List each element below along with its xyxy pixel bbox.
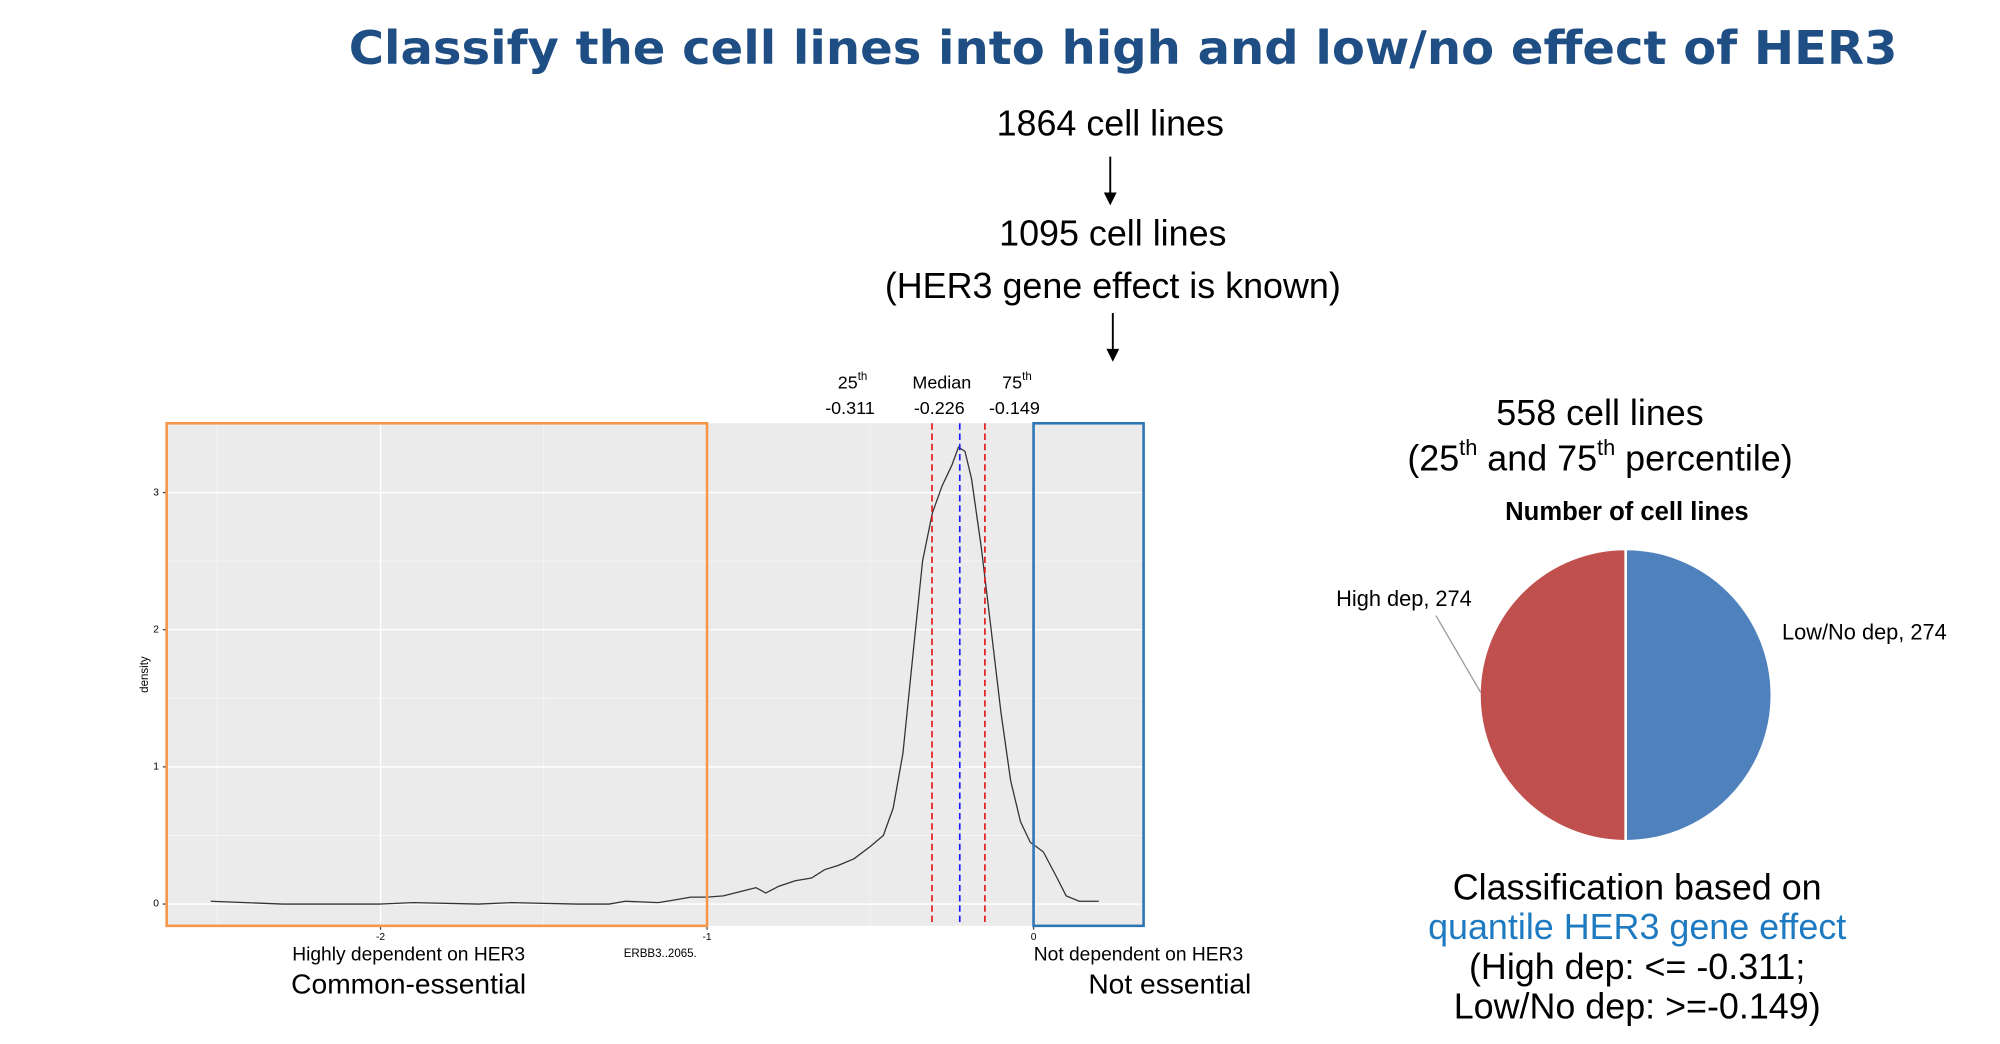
x-tick-label: -1	[702, 932, 711, 943]
y-axis-label: density	[139, 656, 151, 693]
region-label: Highly dependent on HER3	[292, 944, 525, 965]
pie-label: High dep, 274	[1336, 586, 1472, 611]
arrow	[1103, 156, 1117, 206]
summary-percentile: (25th and 75th percentile)	[1407, 435, 1792, 480]
plot-background	[166, 423, 1144, 926]
superscript: th	[1022, 371, 1032, 383]
pie-label: Low/No dep, 274	[1782, 619, 1947, 644]
x-tick-label: 0	[1031, 932, 1037, 943]
quantile-name: 25	[838, 372, 858, 392]
arrow	[1106, 313, 1120, 362]
y-tick-label: 2	[153, 624, 159, 635]
text-part: (25	[1407, 439, 1459, 479]
superscript: th	[858, 371, 868, 383]
classification-line: quantile HER3 gene effect	[1428, 907, 1846, 947]
region-box	[1032, 422, 1145, 928]
region-box	[165, 422, 709, 928]
x-axis-label: ERBB3..2065.	[624, 948, 697, 960]
region-note: Not essential	[1088, 968, 1251, 1000]
y-tick-label: 3	[153, 487, 159, 498]
quantile-value: -0.226	[914, 398, 965, 418]
slide-title: Classify the cell lines into high and lo…	[349, 21, 1898, 75]
density-line	[210, 446, 1099, 905]
summary-count: 558 cell lines	[1496, 393, 1703, 433]
text-part: percentile)	[1615, 439, 1792, 479]
classification-line: Low/No dep: >=-0.149)	[1454, 987, 1821, 1027]
quantile-value: -0.149	[989, 398, 1040, 418]
classification-line: (High dep: <= -0.311;	[1469, 947, 1805, 987]
quantile-name: Median	[912, 372, 971, 392]
quantile-label: Median	[912, 372, 971, 392]
pie-slice	[1624, 547, 1774, 843]
superscript: th	[1459, 435, 1477, 460]
quantile-value: -0.311	[825, 398, 875, 418]
region-label: Not dependent on HER3	[1034, 944, 1243, 965]
quantile-label: 25th	[838, 371, 868, 392]
flow-step: 1864 cell lines	[997, 103, 1224, 143]
quantile-label: 75th	[1002, 371, 1032, 392]
flow-step: 1095 cell lines	[999, 214, 1226, 254]
text-part: and 75	[1477, 439, 1597, 479]
pie-title: Number of cell lines	[1505, 498, 1749, 526]
y-tick-label: 0	[153, 899, 159, 910]
y-tick-label: 1	[153, 762, 159, 773]
pie-slice	[1478, 547, 1627, 843]
superscript: th	[1597, 435, 1615, 460]
flow-step: (HER3 gene effect is known)	[885, 266, 1341, 306]
quantile-name: 75	[1002, 372, 1022, 392]
x-tick-label: -2	[376, 932, 385, 943]
leader-line	[1435, 615, 1482, 693]
classification-line: Classification based on	[1453, 867, 1822, 907]
region-note: Common-essential	[291, 968, 526, 1000]
